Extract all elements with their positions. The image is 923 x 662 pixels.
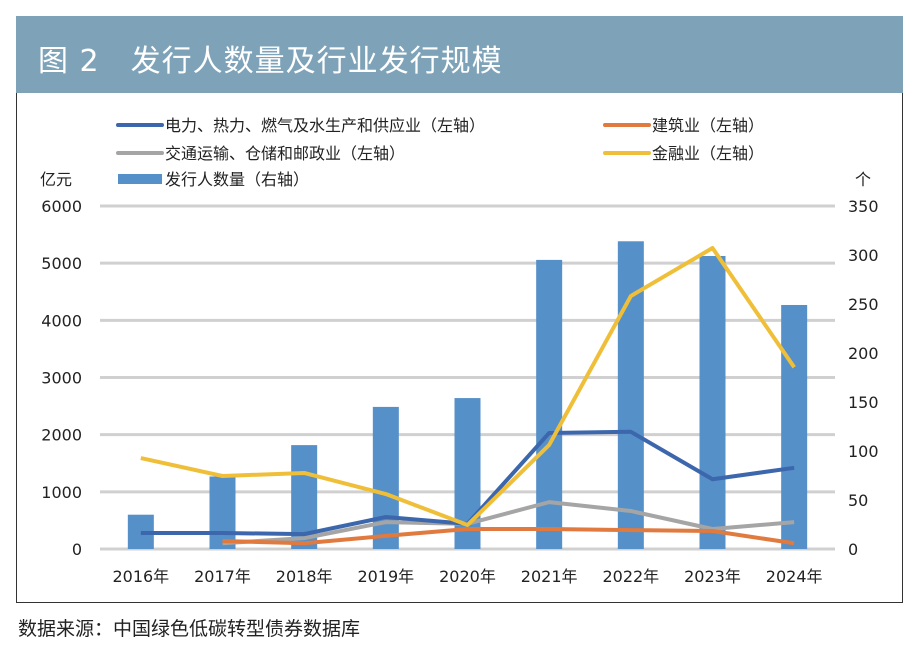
right-tick-label: 350 (848, 197, 879, 216)
legend-swatch (118, 174, 162, 184)
x-tick-label: 2021年 (521, 567, 578, 586)
bar (781, 304, 808, 549)
legend-label: 发行人数量（右轴） (165, 170, 309, 189)
chart-title: 图 2 发行人数量及行业发行规模 (38, 44, 503, 79)
legend-label: 交通运输、仓储和邮政业（左轴） (165, 144, 405, 163)
bar (699, 255, 726, 550)
right-tick-label: 200 (848, 344, 879, 363)
left-tick-label: 0 (72, 540, 82, 559)
x-tick-label: 2018年 (276, 567, 333, 586)
right-tick-label: 150 (848, 393, 879, 412)
right-tick-label: 50 (848, 491, 868, 510)
x-tick-label: 2017年 (194, 567, 251, 586)
source-note: 数据来源：中国绿色低碳转型债券数据库 (18, 618, 361, 640)
bar (209, 476, 236, 549)
chart-title-bar: 图 2 发行人数量及行业发行规模 (16, 16, 903, 93)
left-tick-label: 5000 (41, 254, 82, 273)
left-tick-label: 4000 (41, 311, 82, 330)
right-axis-label: 个 (855, 170, 871, 189)
left-tick-label: 1000 (41, 483, 82, 502)
x-tick-label: 2022年 (602, 567, 659, 586)
x-tick-label: 2020年 (439, 567, 496, 586)
left-tick-label: 3000 (41, 369, 82, 388)
bar (372, 406, 399, 549)
left-tick-label: 2000 (41, 426, 82, 445)
legend-label: 金融业（左轴） (652, 144, 764, 163)
series-line-construction (222, 526, 795, 546)
legend-label: 电力、热力、燃气及水生产和供应业（左轴） (165, 116, 485, 135)
bar (617, 241, 644, 549)
right-tick-label: 100 (848, 442, 879, 461)
right-tick-label: 0 (848, 540, 858, 559)
x-tick-label: 2019年 (357, 567, 414, 586)
right-tick-label: 250 (848, 295, 879, 314)
series-line-transport (222, 500, 795, 546)
x-tick-label: 2016年 (112, 567, 169, 586)
x-tick-label: 2024年 (766, 567, 823, 586)
right-tick-label: 300 (848, 246, 879, 265)
legend-label: 建筑业（左轴） (652, 116, 764, 135)
left-axis-label: 亿元 (40, 170, 72, 189)
x-tick-label: 2023年 (684, 567, 741, 586)
left-tick-label: 6000 (41, 197, 82, 216)
